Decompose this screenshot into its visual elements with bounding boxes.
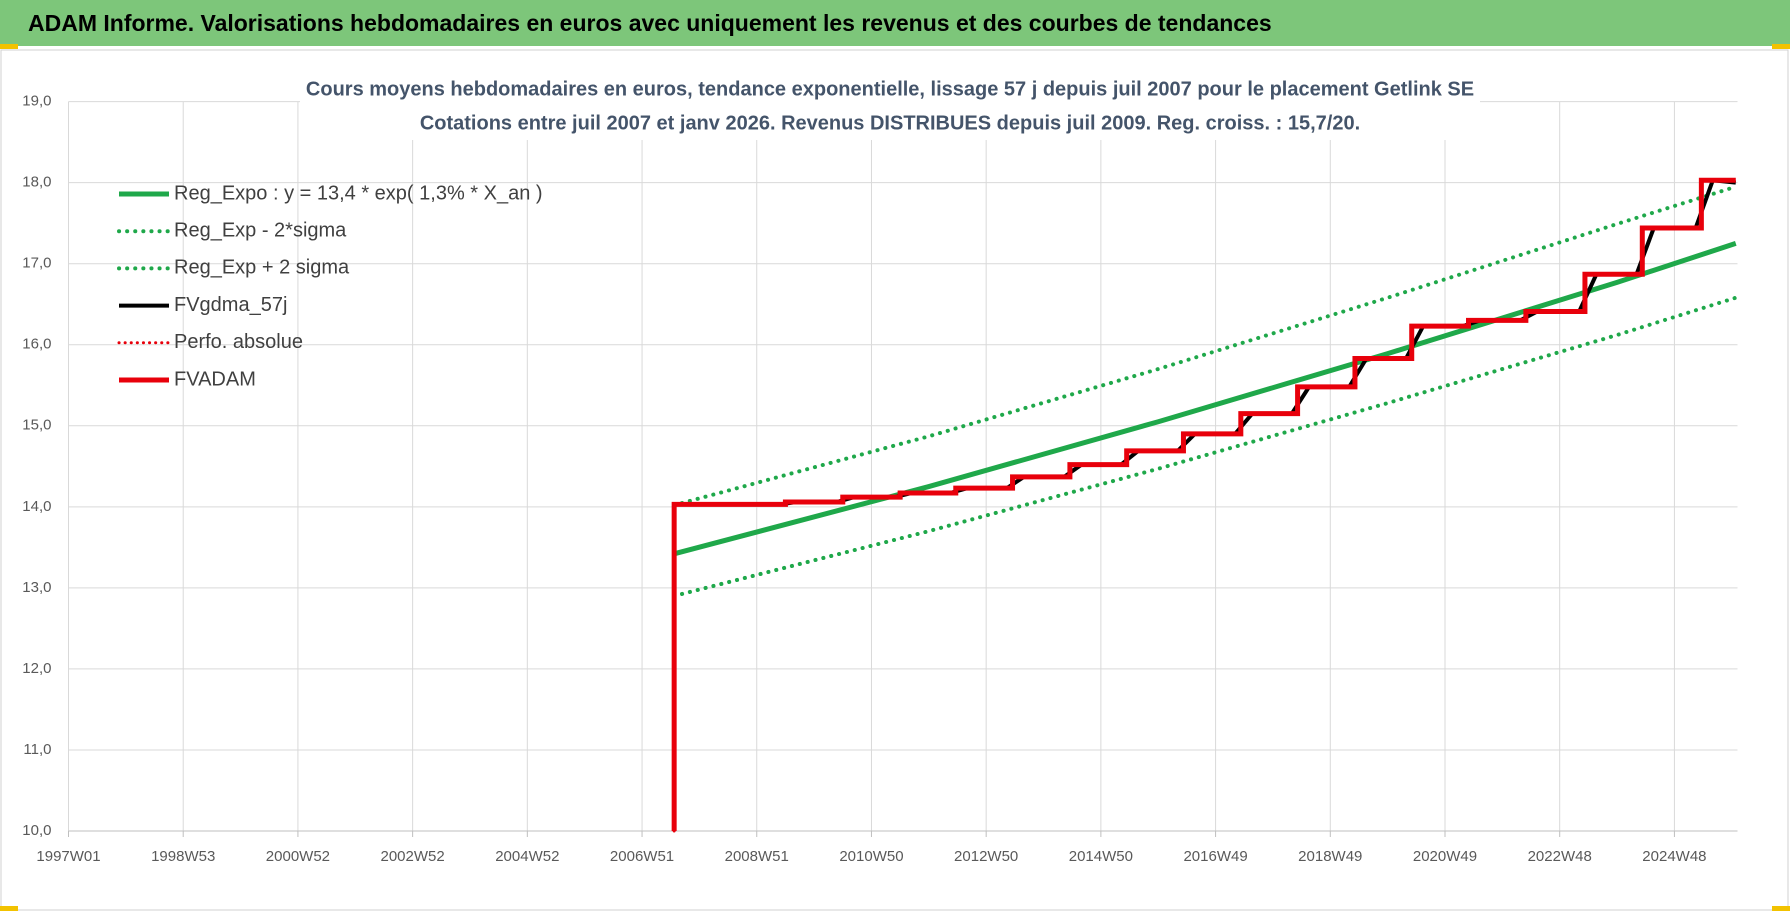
series-line [671,177,1736,831]
y-tick-label: 16,0 [22,336,51,353]
x-tick-label: 2006W51 [610,848,674,865]
series-line [672,184,1738,508]
y-tick-label: 14,0 [22,498,51,515]
x-tick-label: 2012W50 [954,848,1018,865]
y-tick-label: 18,0 [22,174,51,191]
legend-label: Reg_Exp - 2*sigma [174,219,347,241]
y-tick-label: 19,0 [22,93,51,110]
x-tick-label: 1997W01 [36,848,100,865]
x-tick-label: 2002W52 [381,848,445,865]
x-tick-label: 2022W48 [1528,848,1592,865]
x-tick-label: 2020W49 [1413,848,1477,865]
series-line [672,295,1738,598]
x-tick-label: 2016W49 [1183,848,1247,865]
corner [0,906,18,911]
x-tick-label: 2018W49 [1298,848,1362,865]
corner [1772,44,1790,49]
y-tick-label: 12,0 [22,660,51,677]
x-tick-label: 2004W52 [495,848,559,865]
legend-label: FVgdma_57j [174,294,287,316]
chart-title: Cours moyens hebdomadaires en euros, ten… [306,78,1474,100]
x-tick-label: 2000W52 [266,848,330,865]
chart-border [0,49,1789,911]
chart-subtitle: Cotations entre juil 2007 et janv 2026. … [420,112,1360,134]
x-tick-label: 1998W53 [151,848,215,865]
corner [0,44,18,49]
legend-label: Reg_Exp + 2 sigma [174,257,350,279]
legend-label: Perfo. absolue [174,331,303,353]
x-tick-label: 2024W48 [1642,848,1706,865]
header-title: ADAM Informe. Valorisations hebdomadaire… [28,10,1272,36]
title-bg [300,74,1480,140]
y-tick-label: 13,0 [22,579,51,596]
series-line [672,178,1738,833]
x-tick-label: 2014W50 [1069,848,1133,865]
legend-label: Reg_Expo : y = 13,4 * exp( 1,3% * X_an ) [174,182,543,204]
header-bar [0,0,1790,46]
y-tick-label: 11,0 [23,741,51,758]
y-tick-label: 10,0 [22,822,51,839]
y-tick-label: 17,0 [22,255,51,272]
x-tick-label: 2008W51 [725,848,789,865]
x-tick-label: 2010W50 [839,848,903,865]
y-tick-label: 15,0 [22,417,51,434]
corner [1772,906,1790,911]
legend-label: FVADAM [174,368,256,390]
